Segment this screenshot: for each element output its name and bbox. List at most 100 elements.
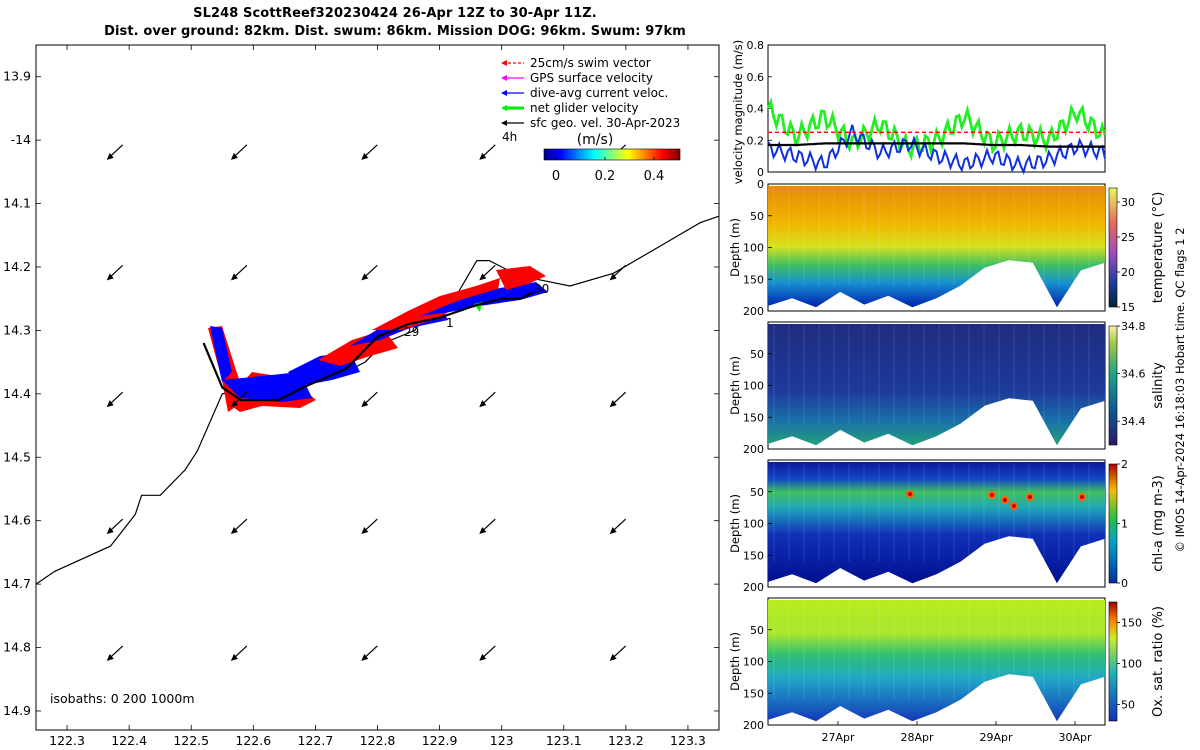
velocity-arrow-head bbox=[609, 400, 617, 408]
map-y-tick-label: 14.5 bbox=[3, 449, 31, 464]
chla-high-point-core bbox=[990, 493, 994, 497]
velocity-arrow-head bbox=[230, 152, 238, 160]
track-map: 122.3 122.4 122.5 122.6 122.7 122.8 122.9 123 12… bbox=[3, 44, 720, 748]
velocity-y-tick-label: 0.8 bbox=[747, 39, 765, 52]
velocity-arrow-head bbox=[361, 527, 369, 535]
section-colorbar-label: chl-a (mg m-3) bbox=[1151, 475, 1166, 572]
surface-velocity-arrows bbox=[106, 144, 627, 661]
colorbar-tick-label: 20 bbox=[1121, 266, 1135, 279]
legend-swatch-head bbox=[501, 90, 507, 96]
velocity-arrow-head bbox=[230, 527, 238, 535]
current-vector-cluster bbox=[210, 326, 232, 382]
colorbar-tick-label: 0 bbox=[1121, 577, 1128, 590]
map-y-tick-label: 14.1 bbox=[3, 196, 31, 211]
velocity-arrow-head bbox=[106, 400, 114, 408]
velocity-arrow-head bbox=[361, 653, 369, 661]
date-tick-label: 30Apr bbox=[1058, 731, 1092, 744]
legend-swatch-head bbox=[501, 105, 507, 111]
map-y-tick-label: 13.9 bbox=[3, 69, 31, 84]
depth-axis-label: Depth (m) bbox=[728, 632, 742, 691]
map-x-tick-label: 123.1 bbox=[546, 733, 582, 748]
velocity-y-tick-label: 0 bbox=[757, 166, 764, 179]
depth-tick-label: 200 bbox=[743, 305, 764, 318]
section-colorbar bbox=[1108, 325, 1118, 446]
velocity-arrow-head bbox=[609, 527, 617, 535]
map-y-tick-label: 14.9 bbox=[3, 703, 31, 718]
velocity-y-ticks: 0 0.2 0.4 0.6 0.8 bbox=[747, 39, 772, 179]
depth-tick-label: 50 bbox=[750, 486, 764, 499]
depth-tick-label: 150 bbox=[743, 549, 764, 562]
section-data-field bbox=[768, 600, 1105, 722]
depth-tick-label: 100 bbox=[743, 518, 764, 531]
depth-tick-label: 200 bbox=[743, 443, 764, 456]
velocity-arrow-head bbox=[230, 273, 238, 281]
map-y-tick-label: 14.8 bbox=[3, 640, 31, 655]
section-colorbar bbox=[1108, 187, 1118, 308]
velocity-arrow-head bbox=[361, 400, 369, 408]
colorbar-tick-label: 25 bbox=[1121, 231, 1135, 244]
current-vector-cluster bbox=[420, 282, 548, 316]
map-y-tick-label: 14.3 bbox=[3, 322, 31, 337]
map-x-tick-label: 122.8 bbox=[360, 733, 396, 748]
velocity-series-line bbox=[768, 142, 1105, 148]
chart-subtitle: Dist. over ground: 82km. Dist. swum: 86k… bbox=[104, 24, 686, 39]
velocity-arrow-head bbox=[106, 152, 114, 160]
depth-tick-label: 50 bbox=[750, 210, 764, 223]
section-colorbar bbox=[1108, 601, 1118, 722]
depth-tick-label: 100 bbox=[743, 380, 764, 393]
velocity-y-tick-label: 0.2 bbox=[747, 134, 765, 147]
track-time-label: 4h bbox=[502, 130, 517, 144]
depth-tick-label: 200 bbox=[743, 581, 764, 594]
velocity-arrow-head bbox=[609, 653, 617, 661]
track-time-label: 30 bbox=[534, 282, 549, 296]
velocity-arrow-head bbox=[479, 273, 487, 281]
velocity-arrow-head bbox=[479, 400, 487, 408]
legend-label: net glider velocity bbox=[530, 101, 638, 115]
date-tick-label: 29Apr bbox=[979, 731, 1013, 744]
chla-high-point-core bbox=[1028, 495, 1032, 499]
chla-high-point-core bbox=[1012, 504, 1016, 508]
velocity-arrow-head bbox=[479, 527, 487, 535]
swim-vector-fan bbox=[208, 266, 548, 412]
swim-vector-cluster bbox=[372, 278, 500, 330]
depth-axis-label: Depth (m) bbox=[728, 356, 742, 415]
section-data-field bbox=[768, 462, 1105, 584]
depth-tick-label: 100 bbox=[743, 242, 764, 255]
isobaths-label: isobaths: 0 200 1000m bbox=[50, 691, 195, 706]
depth-tick-label: 100 bbox=[743, 656, 764, 669]
map-x-ticks: 122.3 122.4 122.5 122.6 122.7 122.8 122.9 123 12… bbox=[49, 45, 706, 748]
map-x-tick-label: 123 bbox=[490, 733, 514, 748]
speed-colorbar bbox=[543, 148, 681, 161]
map-x-tick-label: 123.3 bbox=[670, 733, 706, 748]
velocity-ylabel: velocity magnitude (m/s) bbox=[731, 40, 745, 185]
colorbar-tick-label: 150 bbox=[1121, 617, 1142, 630]
depth-tick-label: 150 bbox=[743, 687, 764, 700]
depth-tick-label: 50 bbox=[750, 624, 764, 637]
map-x-tick-label: 122.7 bbox=[298, 733, 334, 748]
section-data-field bbox=[768, 186, 1105, 308]
depth-tick-label: 0 bbox=[757, 178, 764, 191]
section-panel: 50 100 150 200 Depth (m) 50 100 150 Ox. sat. rat… bbox=[728, 597, 1166, 732]
section-colorbar-label: salinity bbox=[1151, 362, 1166, 409]
velocity-series-line bbox=[767, 124, 1106, 175]
section-colorbar bbox=[1108, 463, 1118, 584]
velocity-series bbox=[766, 97, 1107, 175]
colorbar-tick-label: 34.8 bbox=[1121, 320, 1146, 333]
colorbar-tick-label: 34.4 bbox=[1121, 415, 1146, 428]
legend-swatch-head bbox=[501, 75, 507, 81]
colorbar-tick-label: 2 bbox=[1121, 458, 1128, 471]
section-panel: 0 50 100 150 200 Depth (m) 15 20 25 30 temperature… bbox=[728, 178, 1166, 318]
chla-high-point-core bbox=[1080, 495, 1084, 499]
map-y-tick-label: 14.7 bbox=[3, 576, 31, 591]
colorbar-title: (m/s) bbox=[577, 132, 614, 148]
swim-vector-cluster bbox=[496, 266, 546, 290]
legend-label: dive-avg current veloc. bbox=[530, 86, 668, 100]
map-x-tick-label: 122.6 bbox=[235, 733, 271, 748]
colorbar-tick-label: 50 bbox=[1121, 699, 1135, 712]
colorbar-ticks: 0 0.2 0.4 bbox=[552, 157, 664, 184]
chart-title: SL248 ScottReef320230424 26-Apr 12Z to 3… bbox=[193, 6, 597, 21]
colorbar-tick-label: 34.6 bbox=[1121, 368, 1146, 381]
